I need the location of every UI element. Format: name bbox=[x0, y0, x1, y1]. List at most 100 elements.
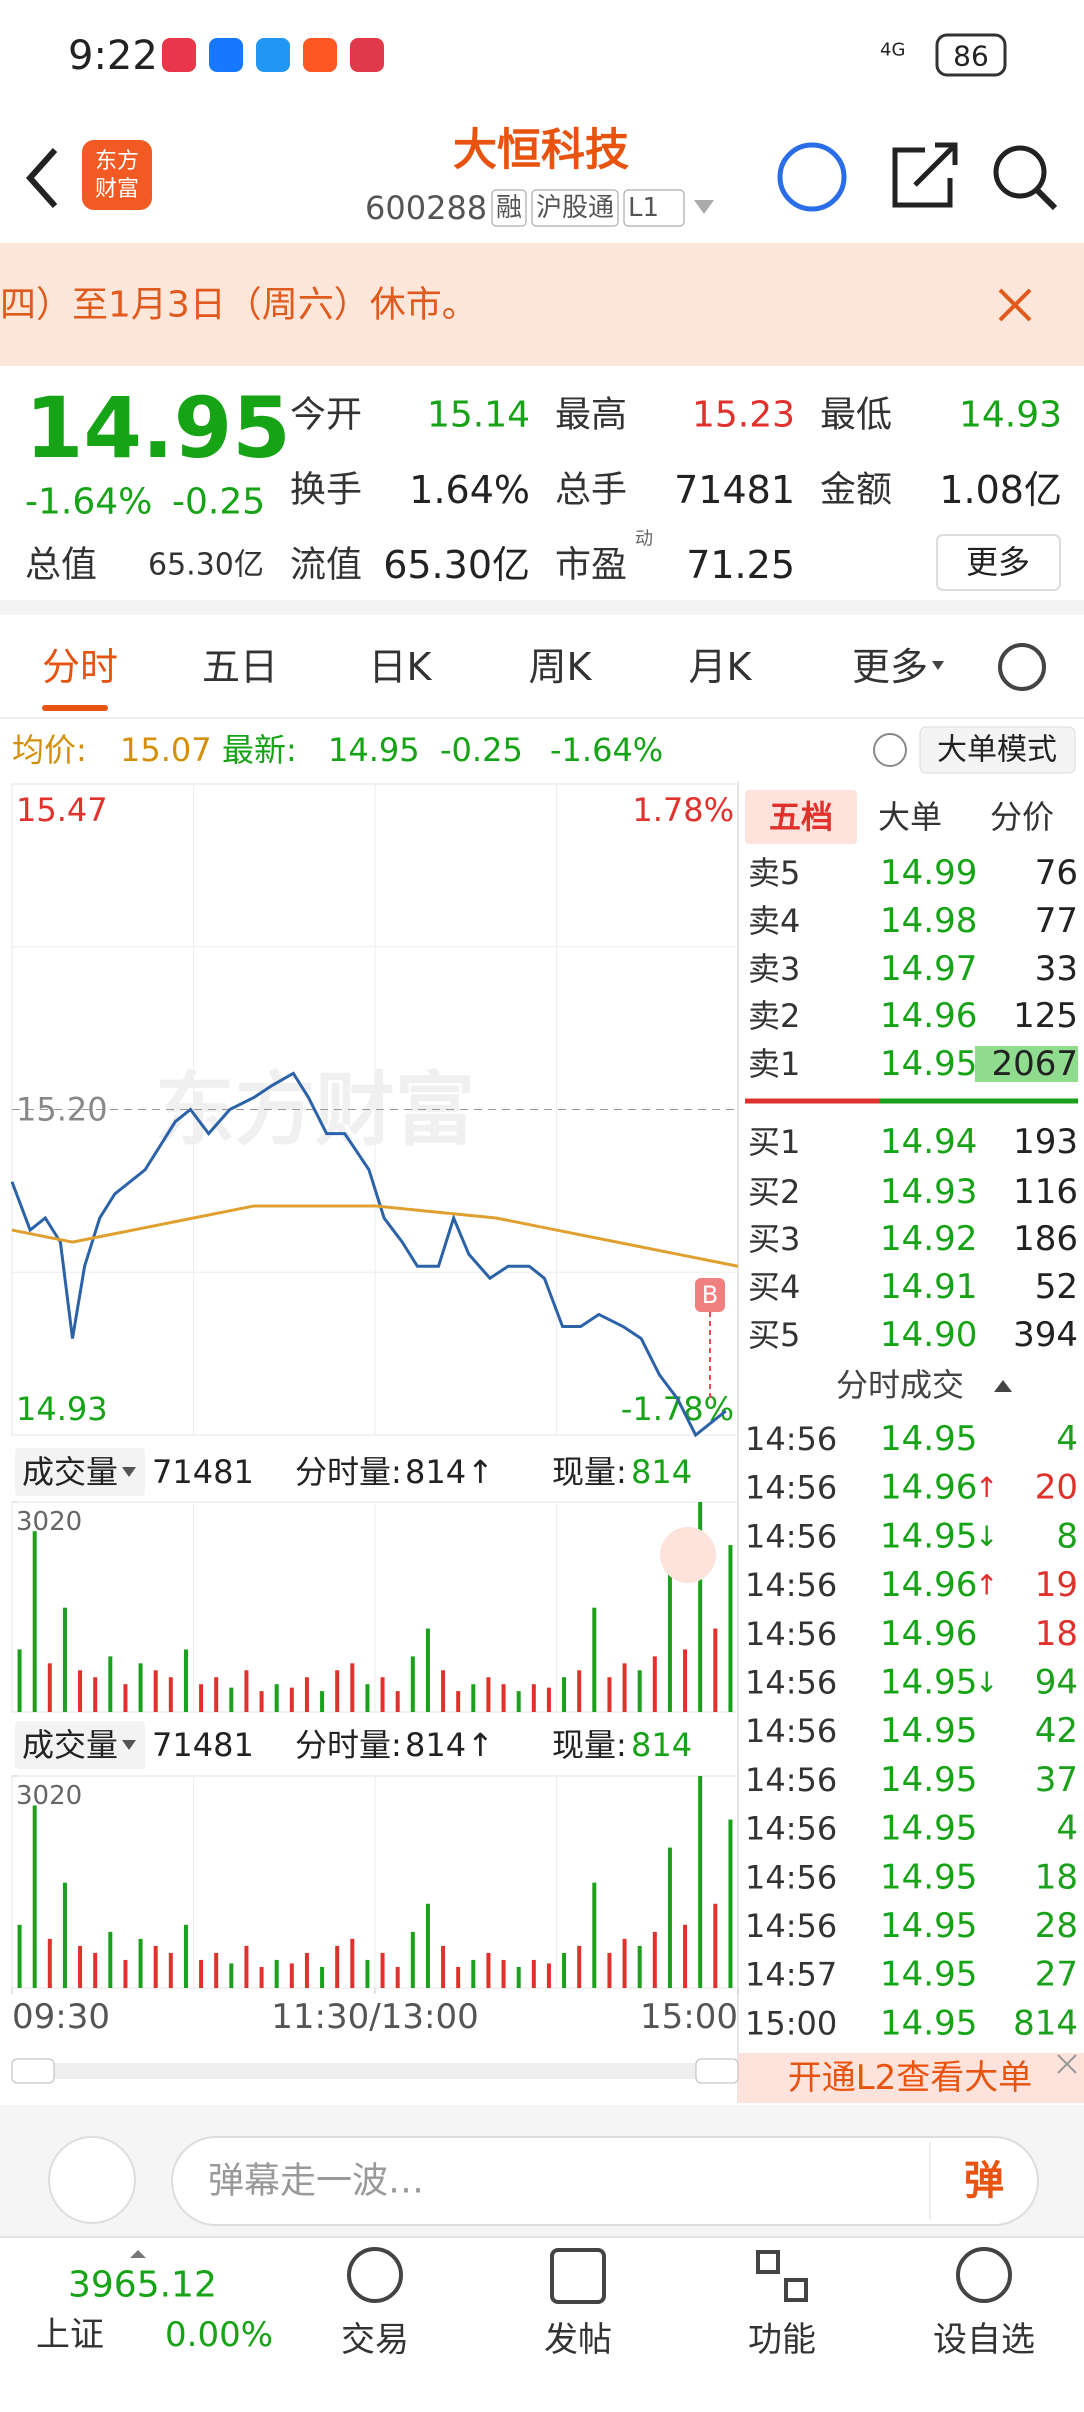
volume-bar bbox=[410, 1656, 415, 1712]
volume-bar bbox=[320, 1966, 325, 1988]
book-tab[interactable]: 五档 bbox=[769, 798, 833, 836]
trade-volume: 27 bbox=[1035, 1955, 1078, 1995]
ai-button[interactable] bbox=[777, 142, 847, 212]
volume-bar bbox=[229, 1687, 234, 1712]
trade-price: 14.95 bbox=[880, 1516, 977, 1556]
volume-bar bbox=[78, 1945, 83, 1988]
book-price: 14.95 bbox=[880, 1044, 977, 1084]
y-tick-label: 15.47 bbox=[16, 791, 108, 829]
share-button[interactable] bbox=[892, 142, 958, 208]
volume-bar bbox=[259, 1966, 264, 1988]
volume-bar bbox=[138, 1938, 143, 1988]
trade-volume: 18 bbox=[1035, 1614, 1078, 1654]
book-volume: 76 bbox=[1035, 853, 1078, 893]
l2-banner[interactable]: 开通L2查看大单 bbox=[788, 2058, 1033, 2098]
dropdown bbox=[122, 1467, 136, 1477]
scrollbar[interactable] bbox=[12, 2063, 738, 2079]
search-button[interactable] bbox=[993, 145, 1047, 199]
nav-item[interactable]: 功能 bbox=[748, 2320, 816, 2360]
volume-bar bbox=[199, 1684, 204, 1712]
volume-bar bbox=[471, 1684, 476, 1712]
nav-icon bbox=[347, 2247, 403, 2303]
mode-button[interactable] bbox=[919, 726, 1076, 774]
nav-item[interactable]: 发帖 bbox=[544, 2320, 612, 2360]
volume-bar bbox=[229, 1963, 234, 1988]
book-label: 买5 bbox=[748, 1316, 800, 1354]
help-icon[interactable] bbox=[873, 733, 907, 767]
change: -0.25 bbox=[172, 482, 265, 523]
volume-bar bbox=[320, 1691, 325, 1712]
last-change-pct: -1.64% bbox=[550, 731, 663, 769]
comment-input[interactable] bbox=[171, 2136, 1039, 2226]
danmaku-button[interactable]: 弹 bbox=[964, 2158, 1004, 2204]
expand-button[interactable] bbox=[660, 1527, 716, 1583]
notice-close[interactable] bbox=[998, 288, 1032, 322]
trade-time: 14:56 bbox=[745, 1810, 837, 1848]
nav-item[interactable]: 交易 bbox=[341, 2320, 409, 2360]
volume-bar bbox=[395, 1966, 400, 1988]
volume-bar bbox=[350, 1938, 355, 1988]
tab[interactable]: 月K bbox=[689, 645, 753, 689]
book-price: 14.91 bbox=[880, 1267, 977, 1307]
volume-bar bbox=[17, 1924, 22, 1988]
tab[interactable]: 五日 bbox=[202, 645, 278, 689]
trade-price: 14.95 bbox=[880, 1857, 977, 1897]
trades-title: 分时成交 bbox=[836, 1366, 964, 1404]
l2-close[interactable] bbox=[1057, 2054, 1077, 2074]
more-button-text[interactable]: 更多 bbox=[966, 543, 1030, 581]
trade-price: 14.95 bbox=[880, 1419, 977, 1459]
battery-level: 86 bbox=[953, 40, 989, 73]
trade-time: 14:56 bbox=[745, 1615, 837, 1653]
volume-bar bbox=[637, 1945, 642, 1988]
comment-settings[interactable] bbox=[48, 2136, 136, 2224]
tag: 沪股通 bbox=[536, 193, 614, 223]
book-tab[interactable]: 大单 bbox=[878, 798, 942, 836]
volume-bar bbox=[622, 1663, 627, 1712]
dropdown bbox=[122, 1740, 136, 1750]
volume-bar bbox=[683, 1649, 688, 1712]
mode-text[interactable]: 大单模式 bbox=[937, 733, 1057, 768]
volume-bar bbox=[592, 1882, 597, 1988]
tab[interactable]: 分时 bbox=[42, 645, 118, 689]
index-name: 上证 bbox=[36, 2315, 104, 2355]
more-button[interactable] bbox=[936, 534, 1061, 591]
app-icon bbox=[303, 38, 337, 72]
tab[interactable]: 更多 bbox=[852, 645, 928, 689]
volume-bar bbox=[335, 1670, 340, 1712]
volume-bar bbox=[531, 1959, 536, 1988]
trade-volume: 37 bbox=[1035, 1760, 1078, 1800]
settings-button[interactable] bbox=[998, 643, 1046, 691]
trade-time: 14:56 bbox=[745, 1517, 837, 1555]
book-tab[interactable]: 分价 bbox=[990, 798, 1054, 836]
volume-bar bbox=[153, 1670, 158, 1712]
nav-item[interactable]: 设自选 bbox=[933, 2320, 1035, 2360]
last-change: -0.25 bbox=[440, 731, 523, 769]
volume-bar bbox=[652, 1931, 657, 1988]
tab[interactable]: 周K bbox=[529, 645, 593, 689]
book-volume: 193 bbox=[1013, 1122, 1078, 1162]
tag-box bbox=[623, 189, 685, 227]
vol-value: 814 bbox=[631, 1453, 692, 1491]
volume-bar bbox=[441, 1670, 446, 1712]
book-label: 买1 bbox=[748, 1123, 800, 1161]
logo-text: 东方财富 bbox=[95, 149, 139, 202]
volume-bar bbox=[168, 1677, 173, 1712]
vol-arrow: ↑ bbox=[467, 1453, 494, 1491]
volume-bar bbox=[108, 1656, 113, 1712]
trade-price: 14.95 bbox=[880, 1711, 977, 1751]
field-value: 1.08亿 bbox=[939, 468, 1062, 512]
trade-price: 14.95 bbox=[880, 1809, 977, 1849]
back-button[interactable] bbox=[25, 148, 58, 208]
change-pct: -1.64% bbox=[25, 482, 152, 523]
trade-price: 14.96 bbox=[880, 1468, 977, 1508]
trade-volume: 4 bbox=[1056, 1419, 1078, 1459]
book-price: 14.93 bbox=[880, 1172, 977, 1212]
divider bbox=[0, 600, 1084, 615]
book-tab-active bbox=[745, 790, 857, 844]
scroll-handle[interactable] bbox=[695, 2058, 739, 2084]
scroll-handle[interactable] bbox=[11, 2058, 55, 2084]
tab[interactable]: 日K bbox=[369, 645, 433, 689]
book-volume: 116 bbox=[1013, 1172, 1078, 1212]
field-value: 65.30亿 bbox=[148, 548, 264, 583]
vol-total: 71481 bbox=[152, 1453, 254, 1491]
